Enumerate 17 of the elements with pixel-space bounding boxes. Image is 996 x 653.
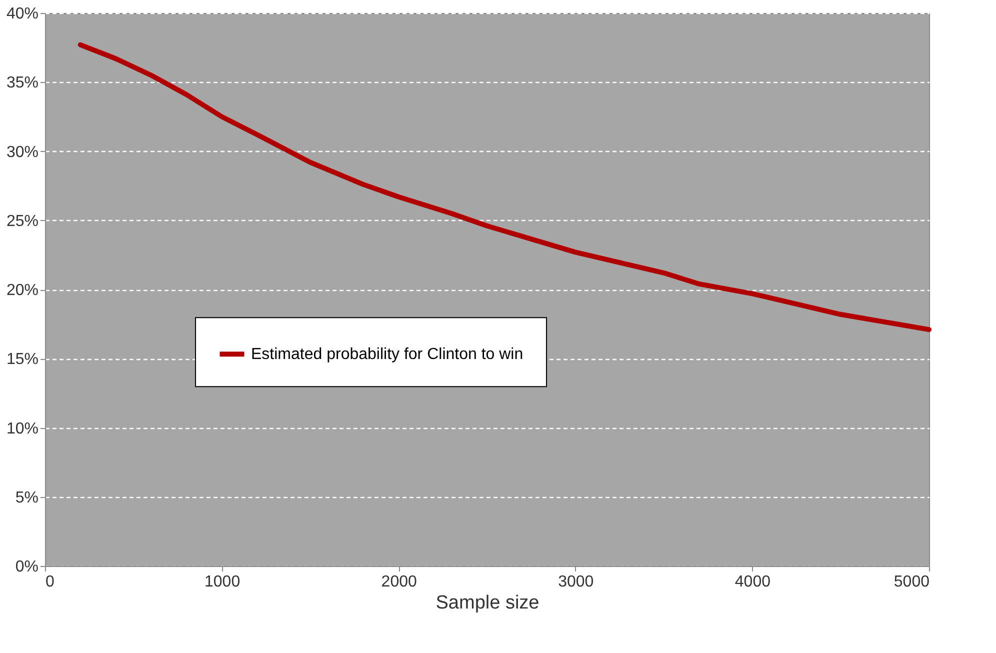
x-tick-label: 5000 [894, 574, 930, 590]
y-tick-label: 35% [6, 74, 38, 92]
y-tick-label: 15% [6, 351, 38, 368]
y-tick-label: 30% [6, 144, 38, 161]
y-tick-label: 20% [6, 282, 38, 299]
x-axis-title: Sample size [436, 592, 540, 614]
y-tick-label: 25% [6, 212, 38, 230]
x-tick-label: 0 [46, 574, 54, 590]
y-tick-label: 5% [15, 489, 38, 506]
x-tick-label: 2000 [381, 574, 417, 590]
x-tick-label: 3000 [558, 574, 594, 590]
y-tick-label: 10% [6, 420, 38, 438]
x-tick-label: 4000 [734, 574, 771, 590]
y-tick-label: 0% [15, 558, 38, 576]
x-tick-label: 1000 [204, 574, 240, 590]
legend-label: Estimated probability for Clinton to win [251, 346, 524, 364]
y-tick-label: 40% [6, 6, 38, 22]
